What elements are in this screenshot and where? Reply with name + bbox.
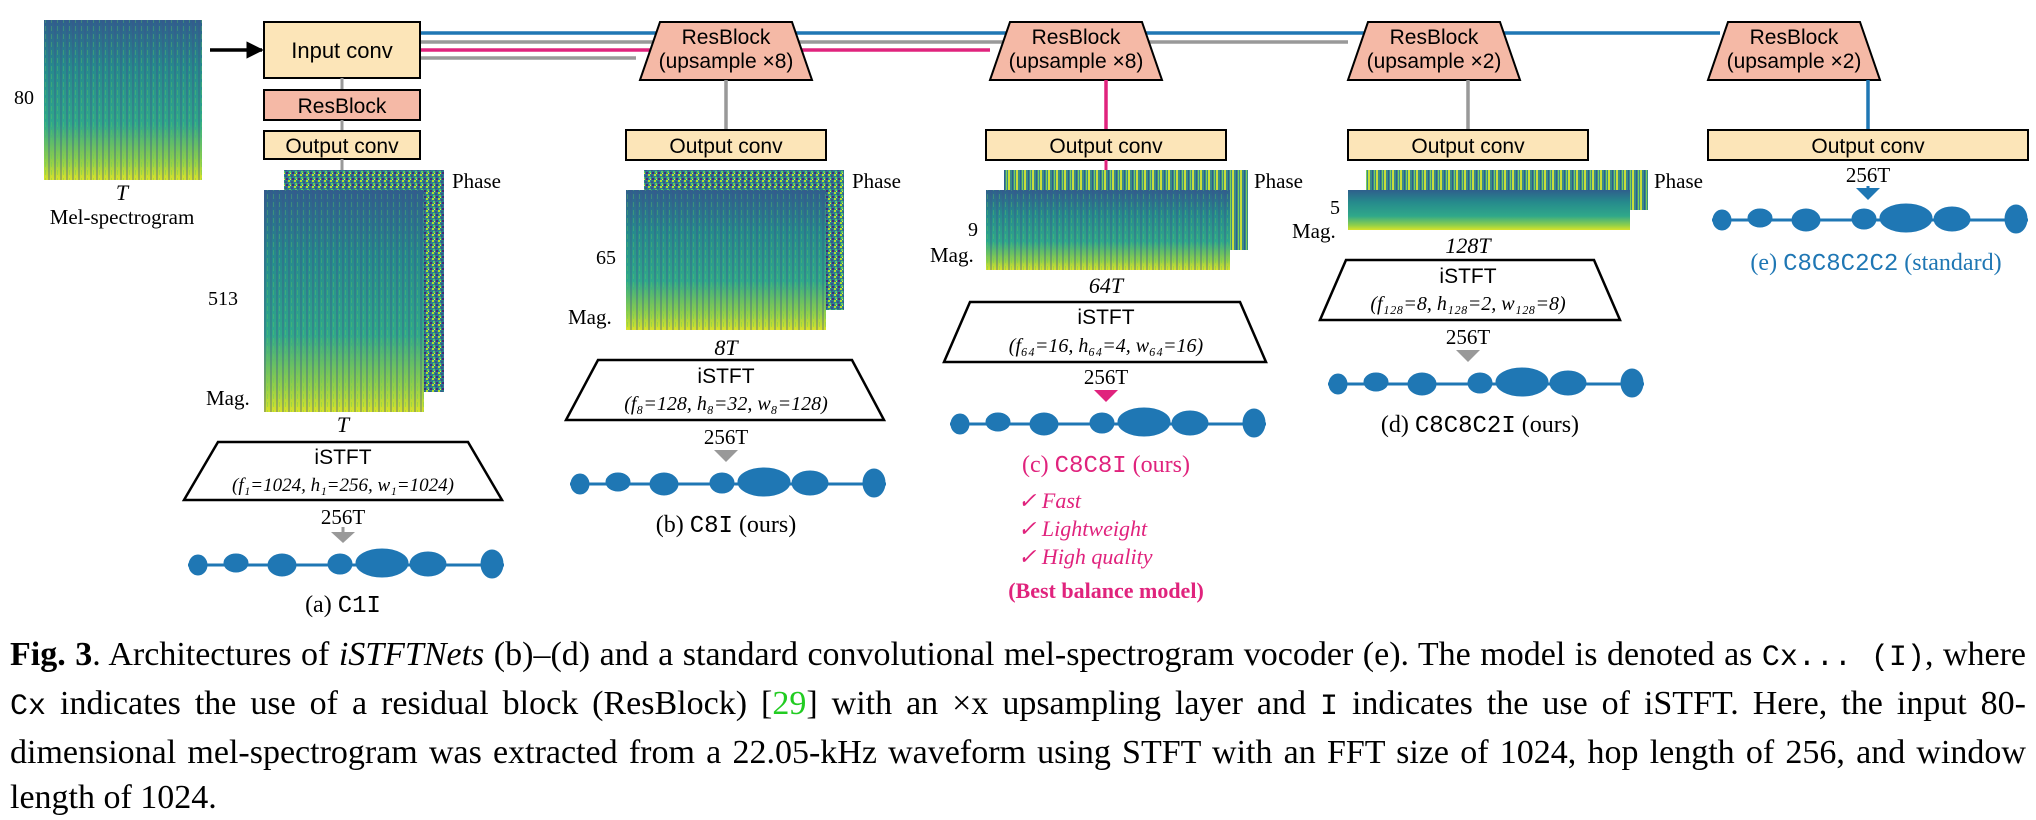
resblock-d-label: ResBlock bbox=[1390, 26, 1479, 49]
caption-emphasis: iSTFTNets bbox=[338, 636, 485, 673]
caption-text-5: ] with an ×x upsampling layer and bbox=[806, 685, 1320, 722]
model-c: ResBlock (upsample ×8) Output conv Phase… bbox=[930, 21, 1303, 603]
output-conv-d-label: Output conv bbox=[1411, 135, 1525, 158]
istft-params-a: (f₁=1024, h₁=256, w₁=1024) bbox=[232, 475, 454, 496]
waveform-b bbox=[570, 467, 886, 498]
frame-rate-a: T bbox=[337, 412, 351, 437]
caption-code-2: Cx bbox=[10, 690, 47, 724]
freq-bins-c: 9 bbox=[968, 219, 978, 241]
resblock-b-label: ResBlock bbox=[682, 26, 771, 49]
resblock-d-upsample: (upsample ×2) bbox=[1367, 50, 1502, 73]
resblock-c-label: ResBlock bbox=[1032, 26, 1121, 49]
phase-label-d: Phase bbox=[1654, 169, 1703, 193]
istft-params-d: (f₁₂₈=8, h₁₂₈=2, w₁₂₈=8) bbox=[1370, 293, 1566, 315]
istft-block-b bbox=[563, 358, 887, 422]
output-conv-d bbox=[1347, 129, 1589, 161]
mel-time-label: T bbox=[116, 180, 130, 205]
caption-code-1: Cx... (I) bbox=[1761, 641, 1925, 675]
istft-params-b: (f₈=128, h₈=32, w₈=128) bbox=[624, 393, 828, 415]
caption-code-3: I bbox=[1319, 690, 1338, 724]
check-fast: ✓ Fast bbox=[1018, 488, 1082, 513]
citation-link[interactable]: 29 bbox=[772, 685, 807, 722]
caption-text-4: indicates the use of a residual block (R… bbox=[46, 685, 773, 722]
frame-rate-c: 64T bbox=[1089, 273, 1125, 298]
mag-label-d: Mag. bbox=[1292, 219, 1336, 243]
model-label-d: (d) C8C8C2I (ours) bbox=[1381, 412, 1579, 440]
output-conv-c-label: Output conv bbox=[1049, 135, 1163, 158]
phase-label-b: Phase bbox=[852, 169, 901, 193]
check-lightweight: ✓ Lightweight bbox=[1018, 516, 1148, 541]
caption-text-2: (b)–(d) and a standard convolutional mel… bbox=[484, 636, 1762, 673]
mag-label-b: Mag. bbox=[568, 305, 612, 329]
frame-rate-d: 128T bbox=[1445, 233, 1492, 258]
figure-number: Fig. 3 bbox=[10, 636, 93, 673]
waveform-c bbox=[950, 407, 1266, 438]
model-b: ResBlock (upsample ×8) Output conv Phase… bbox=[563, 21, 901, 540]
resblock-e bbox=[1706, 21, 1882, 81]
input-conv-block bbox=[263, 21, 421, 79]
istft-label-a: iSTFT bbox=[314, 446, 371, 469]
resblock-b bbox=[638, 21, 814, 81]
resblock-d bbox=[1346, 21, 1522, 81]
arrow-c bbox=[1094, 390, 1118, 402]
output-conv-b bbox=[625, 129, 827, 161]
out-rate-a: 256T bbox=[321, 505, 366, 529]
output-conv-e-label: Output conv bbox=[1811, 135, 1925, 158]
out-rate-d: 256T bbox=[1446, 325, 1491, 349]
caption-text-1: . Architectures of bbox=[92, 636, 339, 673]
magnitude-spectrogram-d bbox=[1348, 190, 1630, 230]
input-mel-spectrogram: 80 T Mel-spectrogram bbox=[14, 20, 202, 229]
waveform-e bbox=[1712, 203, 2028, 234]
phase-label-c: Phase bbox=[1254, 169, 1303, 193]
freq-bins-b: 65 bbox=[596, 247, 616, 269]
waveform-a bbox=[188, 548, 504, 579]
resblock-c bbox=[988, 21, 1164, 81]
resblock-e-label: ResBlock bbox=[1750, 26, 1839, 49]
mag-label-c: Mag. bbox=[930, 243, 974, 267]
resblock-c-upsample: (upsample ×8) bbox=[1009, 50, 1144, 73]
check-high-quality: ✓ High quality bbox=[1018, 544, 1153, 569]
mag-label-a: Mag. bbox=[206, 386, 250, 410]
mel-caption: Mel-spectrogram bbox=[50, 205, 195, 229]
caption-text-6: indicates the use of iSTFT. Here, the in… bbox=[10, 685, 2026, 816]
istft-label-d: iSTFT bbox=[1439, 265, 1496, 288]
istft-params-c: (f₆₄=16, h₆₄=4, w₆₄=16) bbox=[1009, 335, 1204, 357]
model-label-e: (e) C8C8C2C2 (standard) bbox=[1750, 250, 2001, 278]
model-label-a: (a) C1I bbox=[305, 592, 381, 620]
resblock-b-upsample: (upsample ×8) bbox=[659, 50, 794, 73]
model-a: Input conv ResBlock Output conv Phase 51… bbox=[181, 21, 505, 620]
architecture-diagram: 80 T Mel-spectrogram Input conv ResBlock… bbox=[14, 20, 2029, 620]
istft-block-c bbox=[942, 300, 1268, 364]
model-label-c: (c) C8C8I (ours) bbox=[1022, 452, 1190, 480]
resblock-a-label: ResBlock bbox=[298, 95, 387, 118]
frame-rate-b: 8T bbox=[714, 335, 739, 360]
istft-label-b: iSTFT bbox=[697, 365, 754, 388]
freq-bins-d: 5 bbox=[1330, 197, 1340, 219]
arrow-b bbox=[714, 450, 738, 462]
model-e: ResBlock (upsample ×2) Output conv 256T … bbox=[1706, 21, 2029, 278]
output-conv-e bbox=[1707, 129, 2029, 161]
waveform-d bbox=[1328, 367, 1644, 398]
arrow-d bbox=[1456, 350, 1480, 362]
out-rate-c: 256T bbox=[1084, 365, 1129, 389]
phase-label-a: Phase bbox=[452, 169, 501, 193]
out-rate-e: 256T bbox=[1846, 163, 1891, 187]
model-label-b: (b) C8I (ours) bbox=[656, 512, 797, 540]
out-rate-b: 256T bbox=[704, 425, 749, 449]
istft-label-c: iSTFT bbox=[1077, 306, 1134, 329]
istft-block-a bbox=[181, 440, 505, 502]
arrow-e bbox=[1856, 188, 1880, 200]
freq-bins-a: 513 bbox=[208, 288, 238, 310]
figure-caption: Fig. 3. Architectures of iSTFTNets (b)–(… bbox=[10, 632, 2026, 820]
model-d: ResBlock (upsample ×2) Output conv Phase… bbox=[1292, 21, 1703, 440]
output-conv-a-label: Output conv bbox=[285, 135, 399, 158]
arrow-a bbox=[331, 532, 355, 543]
input-conv-label: Input conv bbox=[291, 38, 393, 63]
output-conv-b-label: Output conv bbox=[669, 135, 783, 158]
istft-block-d bbox=[1318, 258, 1622, 322]
resblock-e-upsample: (upsample ×2) bbox=[1727, 50, 1862, 73]
caption-text-3: , where bbox=[1924, 636, 2026, 673]
best-balance-label: (Best balance model) bbox=[1008, 578, 1204, 603]
mel-dim-label: 80 bbox=[14, 87, 34, 109]
